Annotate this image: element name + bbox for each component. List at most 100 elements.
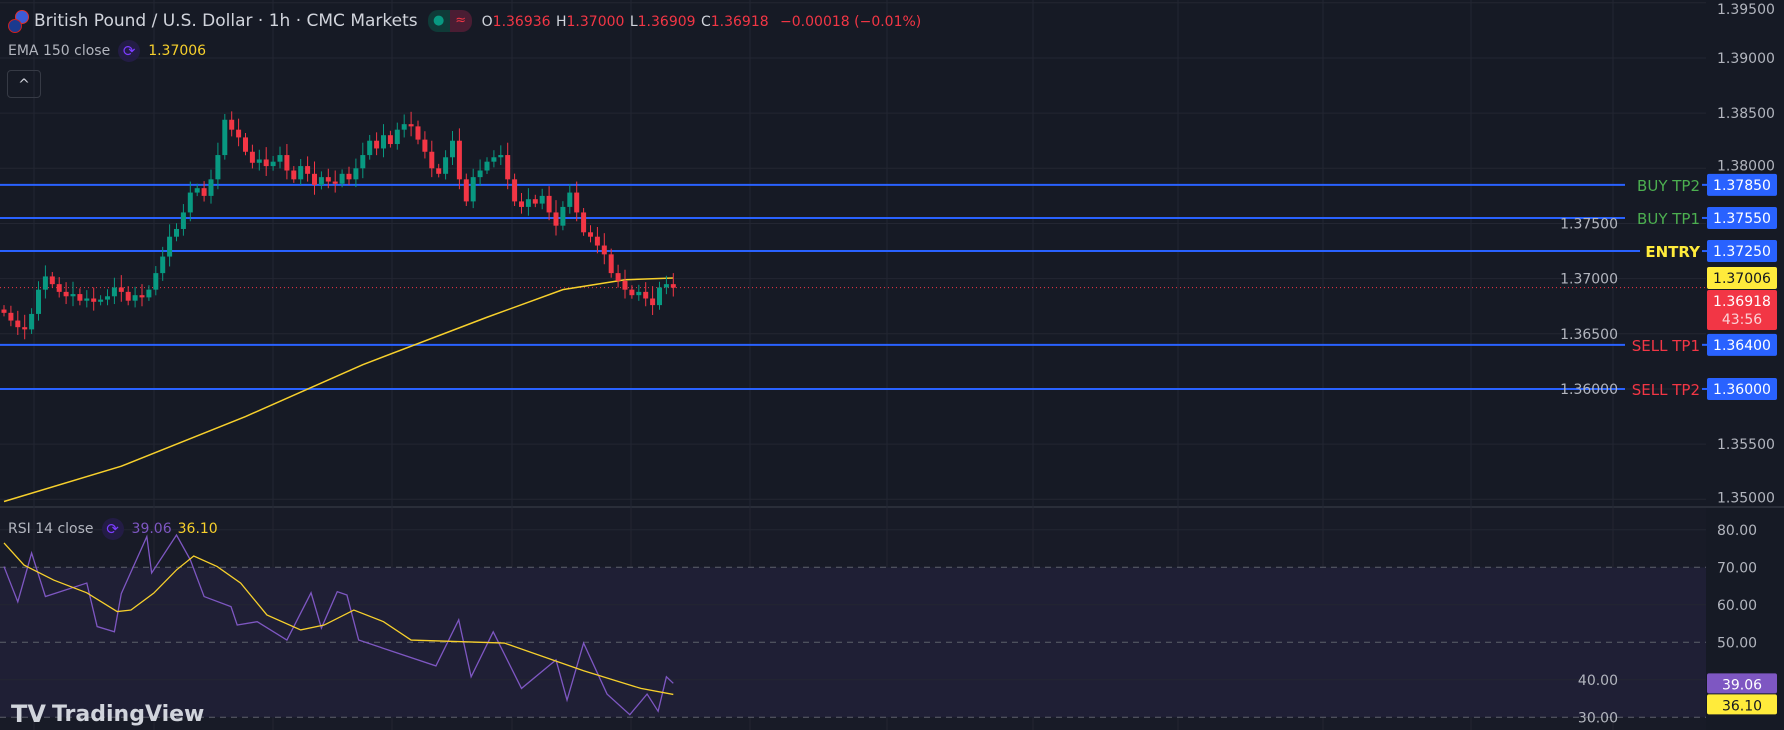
candle [588, 225, 593, 243]
candle [443, 150, 449, 180]
symbol-title[interactable]: British Pound / U.S. Dollar · 1h · CMC M… [34, 11, 418, 31]
price-tick-label: 1.35500 [1717, 437, 1775, 453]
candle-body [56, 284, 62, 292]
candle [36, 281, 41, 321]
candle-body [325, 177, 331, 182]
candle [381, 124, 386, 158]
candle-body [546, 195, 552, 213]
candle-body [663, 284, 669, 288]
candle-body [525, 199, 531, 207]
rsi-ma-line [3, 542, 674, 696]
candle [229, 111, 235, 137]
candle [91, 287, 97, 311]
market-open-dot-icon[interactable]: ● [427, 10, 450, 32]
candle [519, 193, 524, 214]
candle-body [263, 159, 269, 167]
candle-body [49, 276, 55, 285]
candle-body [532, 199, 538, 204]
candle [98, 295, 104, 306]
candle-body [498, 155, 504, 158]
refresh-icon[interactable]: ⟳ [118, 40, 141, 62]
candle [622, 269, 628, 299]
candle-body [594, 236, 600, 246]
candle-body [615, 273, 621, 281]
candle-body [415, 126, 421, 140]
candle [636, 284, 642, 301]
candle [15, 310, 21, 335]
candle [422, 131, 428, 159]
candle [367, 134, 373, 160]
candle [249, 144, 255, 169]
candle-body [601, 245, 607, 255]
candle [70, 281, 76, 307]
candle-body [180, 212, 186, 229]
level-price-box [1707, 173, 1777, 196]
tradingview-logo[interactable]: 𝗧𝗩 TradingView [11, 700, 204, 728]
candle [139, 284, 145, 307]
candle [105, 289, 110, 306]
candle [160, 246, 166, 281]
candle [305, 156, 311, 182]
candle [167, 224, 173, 267]
candle [222, 114, 228, 160]
candle-body [222, 119, 228, 156]
candle [456, 128, 462, 190]
status-badges[interactable]: ● ≈ [427, 10, 472, 32]
ema-value: 1.37006 [148, 43, 207, 59]
candle [22, 314, 28, 340]
candle-body [312, 173, 317, 185]
last-price-label: 1.36918 [1713, 294, 1771, 310]
candle-body [450, 140, 455, 158]
candle [670, 273, 676, 297]
candle-body [339, 173, 345, 184]
candle [332, 170, 338, 193]
level-price-label: 1.36000 [1713, 382, 1771, 398]
candle-body [622, 280, 628, 290]
price-tick-label: 1.38500 [1717, 106, 1775, 122]
candle [615, 264, 621, 288]
candle-body [367, 140, 373, 156]
candle-body [608, 254, 614, 274]
candle [512, 173, 518, 206]
candle-body [132, 295, 138, 301]
candle-body [29, 313, 35, 330]
rsi-tick-label: 80.00 [1717, 523, 1757, 539]
ema-line [3, 277, 674, 503]
close-label: C [700, 14, 711, 30]
candle [429, 140, 435, 178]
candle-body [277, 155, 283, 162]
ema-legend[interactable]: EMA 150 close ⟳ 1.37006 [8, 40, 206, 62]
candle [581, 208, 587, 236]
candle-body [463, 179, 469, 202]
candle-body [270, 161, 276, 167]
candle-body [249, 151, 255, 163]
level-price-label: 1.37550 [1713, 211, 1771, 227]
close-value: 1.36918 [710, 14, 769, 30]
rsi-legend[interactable]: RSI 14 close ⟳ 39.06 36.10 [8, 518, 218, 540]
rsi-line [3, 533, 674, 716]
price-tick-label: 1.39500 [1717, 2, 1775, 18]
low-value: 1.36909 [637, 14, 696, 30]
candle [491, 150, 497, 168]
candle [484, 157, 490, 175]
candle [42, 265, 48, 299]
candle-body [105, 296, 110, 300]
candle-body [15, 320, 21, 328]
candle [312, 161, 317, 195]
candle [118, 275, 124, 302]
candle [174, 223, 179, 242]
candle-body [670, 284, 676, 288]
candle [56, 277, 62, 298]
candle [525, 188, 531, 216]
collapse-legend-button[interactable]: ^ [7, 70, 41, 98]
candle [436, 163, 442, 178]
rsi-tick-label: 60.00 [1717, 598, 1757, 614]
candle-body [318, 177, 324, 185]
last-price-label: 43:56 [1722, 312, 1762, 328]
candle [63, 282, 69, 305]
logo-text: TradingView [51, 701, 205, 727]
candle-body [657, 287, 662, 306]
delayed-data-icon[interactable]: ≈ [449, 10, 472, 32]
refresh-icon[interactable]: ⟳ [101, 518, 124, 540]
